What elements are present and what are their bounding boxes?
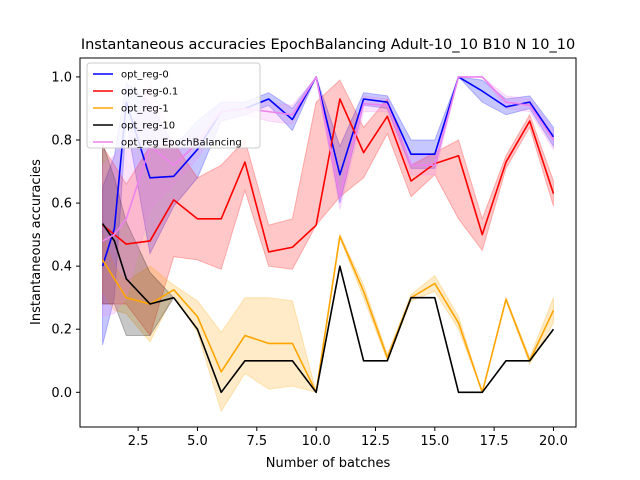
y-axis-label: Instantaneous accuracies	[29, 159, 44, 325]
legend-label: opt_reg EpochBalancing	[121, 138, 242, 149]
x-tick-label: 15.0	[420, 434, 449, 449]
y-tick-label: 0.2	[51, 323, 72, 338]
y-axis: 0.0 0.2 0.4 0.6 0.8 1.0	[51, 70, 80, 401]
legend-label: opt_reg-0	[121, 70, 169, 81]
y-tick-label: 0.4	[51, 260, 72, 275]
y-tick-label: 0.8	[51, 134, 72, 149]
x-tick-label: 2.5	[128, 434, 149, 449]
legend-label: opt_reg-1	[121, 104, 169, 115]
legend-label: opt_reg-10	[121, 121, 175, 132]
y-tick-label: 0.0	[51, 386, 72, 401]
line-opt-reg-0-1	[102, 98, 555, 253]
x-tick-label: 17.5	[480, 434, 509, 449]
y-tick-label: 1.0	[51, 70, 72, 85]
x-tick-label: 10.0	[302, 434, 331, 449]
series-lines	[101, 76, 555, 394]
line-opt-reg-10	[101, 223, 555, 394]
chart-title: Instantaneous accuracies EpochBalancing …	[81, 37, 575, 53]
y-tick-label: 0.6	[51, 197, 72, 212]
x-tick-label: 7.5	[246, 434, 267, 449]
x-tick-label: 5.0	[187, 434, 208, 449]
x-axis: 2.5 5.0 7.5 10.0 12.5 15.0 17.5 20.0	[128, 427, 568, 449]
legend-frame	[86, 62, 261, 149]
plot-frame	[79, 57, 577, 428]
legend: opt_reg-0 opt_reg-0.1 opt_reg-1 opt_reg-10o…	[86, 62, 261, 149]
plot-area	[79, 57, 577, 428]
x-axis-label: Number of batches	[266, 456, 391, 471]
line-opt-reg-epochbalancing	[102, 76, 555, 242]
x-tick-label: 12.5	[361, 434, 390, 449]
legend-label: opt_reg-0.1	[121, 87, 178, 98]
x-tick-label: 20.0	[539, 434, 568, 449]
band-opt-reg-1	[102, 232, 554, 413]
